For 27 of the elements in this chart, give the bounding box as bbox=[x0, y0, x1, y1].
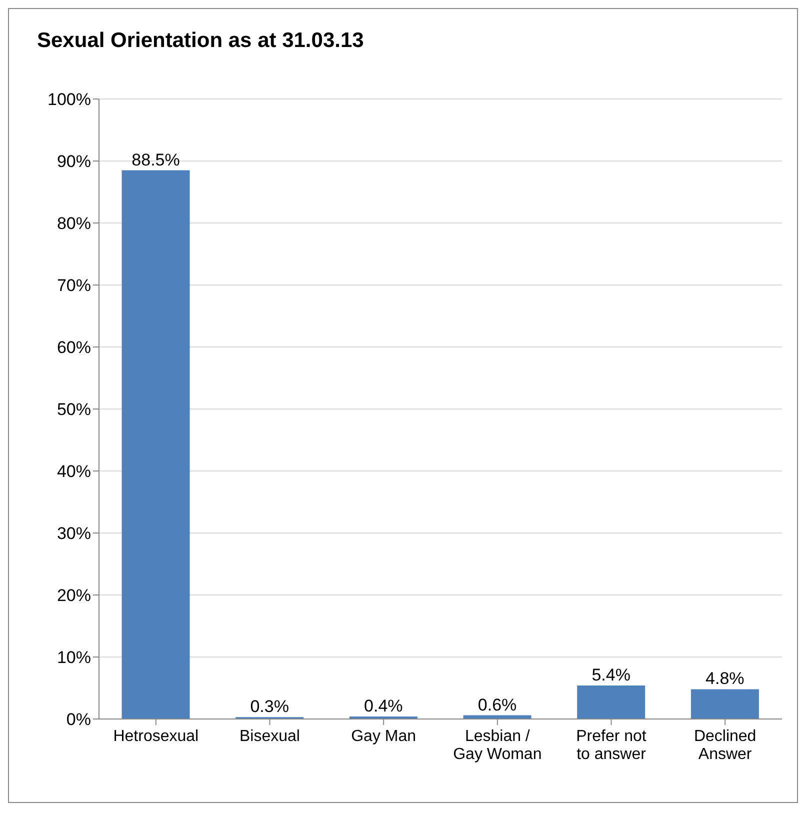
x-tick-label: Declined Answer bbox=[694, 728, 756, 763]
data-label: 5.4% bbox=[592, 666, 630, 685]
bar bbox=[122, 170, 190, 719]
y-tick-label: 50% bbox=[56, 400, 91, 420]
x-tick-label: Hetrosexual bbox=[113, 728, 199, 745]
y-tick-label: 20% bbox=[56, 586, 91, 606]
y-tick-label: 10% bbox=[56, 648, 91, 668]
data-label: 0.6% bbox=[478, 695, 517, 714]
data-label: 88.5% bbox=[132, 150, 180, 170]
y-tick-label: 90% bbox=[56, 152, 91, 172]
y-tick-label: 40% bbox=[56, 462, 91, 482]
data-label: 0.4% bbox=[364, 696, 403, 716]
bar bbox=[690, 689, 759, 719]
x-tick-label: Prefer not to answer bbox=[576, 728, 647, 763]
chart-title: Sexual Orientation as at 31.03.13 bbox=[37, 29, 364, 53]
bar bbox=[577, 686, 646, 719]
x-tick-label: Bisexual bbox=[240, 728, 300, 745]
data-label: 4.8% bbox=[706, 669, 744, 688]
data-label: 0.3% bbox=[250, 697, 289, 716]
y-tick-label: 70% bbox=[56, 276, 91, 296]
y-tick-label: 80% bbox=[56, 214, 91, 234]
y-tick-label: 30% bbox=[56, 524, 91, 544]
x-tick-label: Gay Man bbox=[351, 728, 416, 745]
y-tick-label: 100% bbox=[48, 90, 91, 110]
x-tick-label: Lesbian / Gay Woman bbox=[453, 728, 542, 763]
y-tick-label: 0% bbox=[66, 710, 91, 730]
y-tick-label: 60% bbox=[56, 338, 91, 358]
